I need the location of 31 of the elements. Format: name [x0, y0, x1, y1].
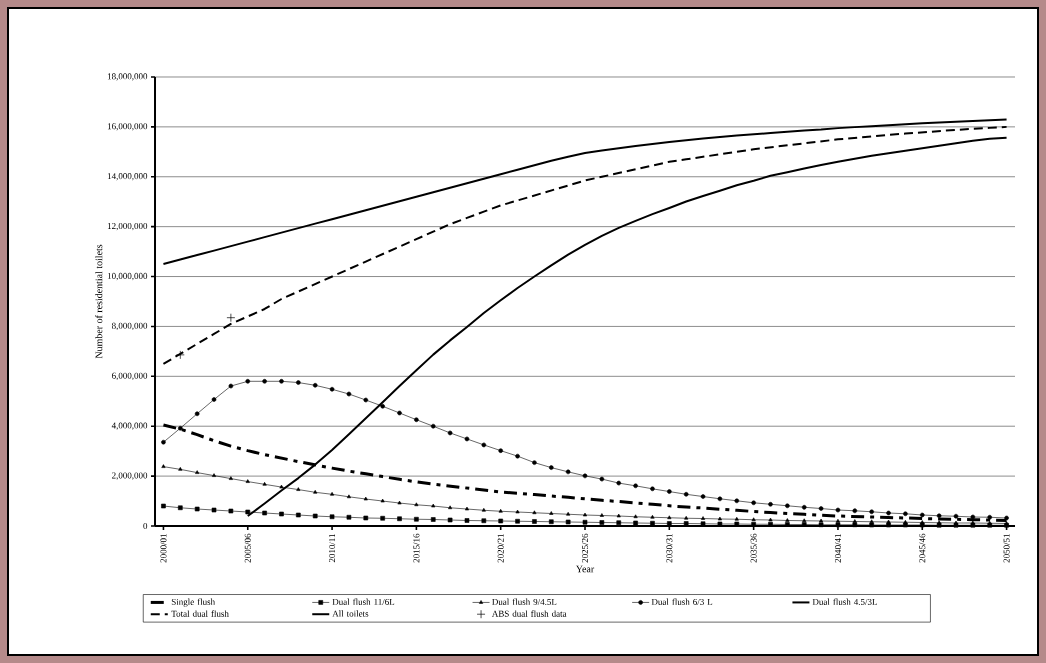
y-axis-title: Number of residential toilets [95, 244, 103, 359]
y-tick-label: 6,000,000 [112, 372, 148, 380]
y-tick-label: 18,000,000 [107, 73, 148, 81]
y-tick-label: 10,000,000 [107, 272, 148, 281]
x-tick-label: 2050/51 [1003, 534, 1010, 563]
x-tick-label: 2030/31 [666, 534, 673, 563]
x-tick-label: 2045/46 [919, 533, 926, 563]
x-tick-label: 2015/16 [413, 533, 420, 563]
x-tick-label: 2000/01 [160, 534, 167, 563]
y-tick-label: 0 [143, 522, 148, 530]
legend-label: All toilets [332, 610, 369, 617]
legend-label: Dual flush 4.5/3L [812, 598, 877, 605]
legend-label: Dual flush 6/3 L [651, 598, 713, 605]
y-tick-label: 16,000,000 [107, 123, 148, 131]
legend-label: ABS dual flush data [491, 610, 567, 617]
y-tick-label: 4,000,000 [111, 422, 148, 430]
x-axis-title: Year [575, 565, 595, 573]
legend-label: Dual flush 11/6L [332, 598, 395, 605]
y-tick-label: 2,000,000 [112, 472, 148, 480]
y-tick-label: 12,000,000 [107, 222, 148, 231]
x-tick-label: 2035/36 [750, 533, 757, 563]
x-tick-label: 2005/06 [244, 533, 251, 563]
legend-label: Total dual flush [171, 610, 229, 617]
x-tick-label: 2025/26 [581, 533, 589, 563]
legend-label: Single flush [171, 598, 215, 607]
y-tick-label: 8,000,000 [111, 322, 148, 331]
y-tick-label: 14,000,000 [107, 173, 148, 181]
x-tick-label: 2040/41 [834, 534, 841, 563]
x-tick-label: 2010/11 [329, 534, 336, 563]
x-tick-label: 2020/21 [497, 534, 504, 563]
legend-label: Dual flush 9/4.5L [492, 598, 557, 605]
